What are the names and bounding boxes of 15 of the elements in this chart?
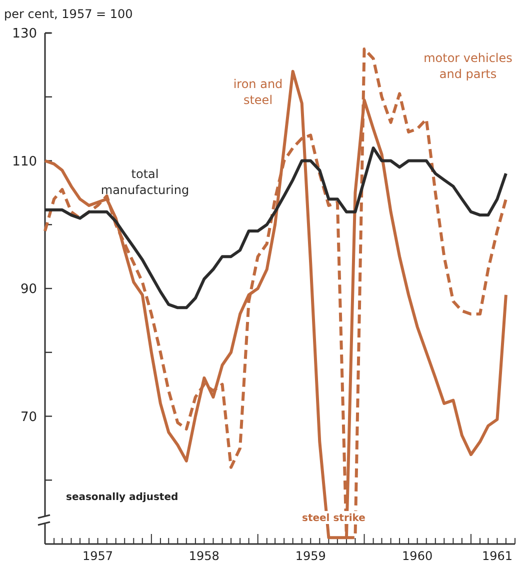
series-label: total manufacturing: [100, 167, 190, 197]
text: motor vehicles and parts: [424, 51, 512, 81]
y-tick-label: 110: [12, 154, 37, 170]
y-tick-label: 70: [20, 410, 37, 425]
x-tick-label: 1959: [295, 549, 326, 563]
x-tick-label: 1960: [402, 549, 433, 563]
x-tick-label: 1958: [188, 549, 220, 563]
x-tick-label: 1957: [82, 549, 114, 563]
annotation: seasonally adjusted: [66, 492, 178, 503]
annotation: steel strike: [302, 513, 366, 524]
y-axis-title: per cent, 1957 = 100: [4, 7, 133, 21]
series-label: iron and steel: [233, 77, 283, 107]
y-tick-label: 90: [20, 282, 37, 298]
x-tick-label: 1961: [482, 549, 512, 563]
y-tick-label: 130: [12, 26, 37, 42]
